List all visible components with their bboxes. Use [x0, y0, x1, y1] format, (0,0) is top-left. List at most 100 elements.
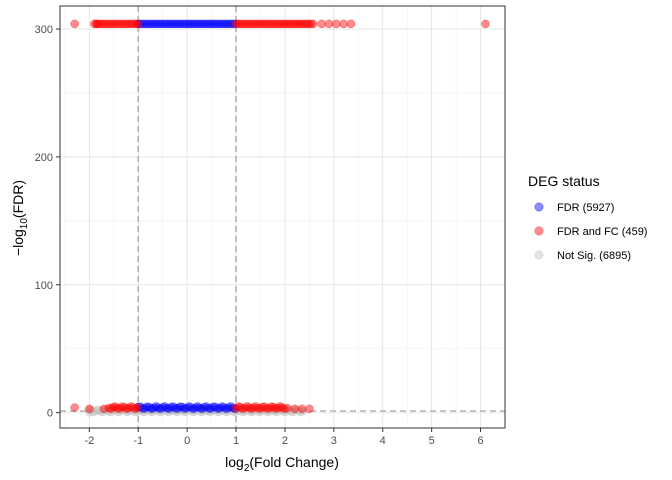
fdr-and-fc-point	[70, 403, 79, 412]
fdr-and-fc-point	[324, 19, 334, 29]
fdr-point	[140, 19, 150, 29]
x-axis-title-subscript: 2	[244, 463, 250, 474]
gridlines	[60, 6, 506, 428]
fdr-and-fc-point	[295, 19, 305, 29]
legend: DEG status FDR (5927) FDR and FC (459) Not…	[528, 173, 647, 262]
not-sig-point	[283, 405, 292, 415]
x-tick-label: -2	[84, 435, 94, 447]
fdr-point	[228, 403, 238, 413]
fdr-and-fc-point	[339, 19, 348, 29]
fdr-point	[158, 403, 167, 412]
fdr-and-fc-point	[94, 19, 103, 29]
x-tick-label: 0	[184, 435, 190, 447]
fdr-and-fc-point	[481, 19, 490, 29]
fdr-point	[215, 19, 224, 29]
fdr-point	[195, 403, 205, 413]
fdr-point	[184, 402, 194, 411]
x-axis-ticks: -2 -1 0 1 2 3 4 5 6	[84, 428, 484, 447]
fdr-and-fc-point	[284, 19, 294, 29]
fdr-and-fc-point	[89, 19, 99, 29]
plot-frame	[59, 5, 506, 429]
y-axis-title-pre: −log	[10, 229, 26, 256]
fdr-and-fc-point	[98, 19, 108, 29]
fdr-point	[167, 19, 176, 29]
fdr-point	[230, 404, 240, 414]
x-axis-title-base: log	[225, 454, 244, 470]
not-sig-point	[91, 406, 101, 416]
fdr-and-fc-point	[256, 19, 265, 29]
fdr-point	[147, 19, 156, 29]
fdr-point	[226, 402, 235, 411]
fdr-point	[138, 19, 147, 29]
legend-key	[534, 250, 544, 260]
fdr-and-fc-point	[286, 19, 296, 29]
fdr-point	[149, 19, 158, 29]
x-axis-title: log2(Fold Change)	[225, 454, 339, 474]
fdr-point	[195, 19, 205, 29]
fdr-point	[213, 19, 222, 29]
fdr-and-fc-point	[300, 19, 309, 29]
y-axis-title-subscript: 10	[19, 218, 30, 230]
x-tick-label: 6	[477, 435, 483, 447]
fdr-and-fc-point	[114, 19, 123, 29]
fdr-and-fc-point	[273, 19, 283, 29]
fdr-point	[191, 403, 200, 412]
fdr-point	[208, 19, 218, 29]
fdr-point	[175, 402, 185, 412]
fdr-and-fc-point	[306, 19, 316, 29]
fdr-point	[193, 19, 202, 29]
panel-border	[59, 5, 506, 429]
fdr-and-fc-point	[280, 404, 289, 414]
data-points	[70, 19, 490, 417]
fdr-point	[217, 19, 227, 29]
fdr-and-fc-point	[131, 19, 141, 29]
fdr-point	[138, 404, 147, 413]
fdr-and-fc-point	[122, 19, 132, 29]
fdr-point	[153, 19, 163, 29]
fdr-and-fc-point	[70, 19, 79, 29]
fdr-and-fc-point	[125, 19, 134, 29]
fdr-and-fc-point	[251, 19, 261, 29]
legend-label: FDR (5927)	[557, 202, 614, 214]
fdr-point	[144, 19, 154, 29]
y-axis-title-rest: (FDR)	[10, 180, 26, 218]
fdr-point	[175, 19, 185, 29]
fdr-and-fc-point	[317, 19, 326, 29]
fdr-point	[186, 403, 196, 412]
y-tick-label: 0	[47, 408, 53, 420]
fdr-point	[171, 404, 180, 413]
x-tick-label: 2	[282, 435, 288, 447]
fdr-point	[189, 19, 198, 29]
fdr-and-fc-point	[249, 403, 258, 412]
plot-panel	[60, 6, 505, 428]
fdr-point	[158, 19, 167, 29]
fdr-and-fc-point	[113, 404, 122, 413]
fdr-and-fc-point	[302, 19, 311, 29]
fdr-point	[204, 19, 213, 29]
fdr-point	[224, 19, 233, 29]
fdr-and-fc-point	[297, 19, 307, 29]
fdr-and-fc-point	[253, 19, 263, 29]
x-tick-label: 1	[233, 435, 239, 447]
fdr-point	[155, 404, 165, 414]
fdr-point	[136, 19, 145, 29]
fdr-and-fc-point	[238, 19, 247, 29]
fdr-point	[222, 404, 231, 414]
fdr-and-fc-point	[282, 19, 291, 29]
fdr-and-fc-point	[111, 19, 121, 29]
fdr-and-fc-point	[275, 19, 285, 29]
fdr-and-fc-point	[289, 19, 298, 29]
fdr-and-fc-point	[308, 19, 318, 29]
x-axis-title-rest: (Fold Change)	[249, 454, 339, 470]
fdr-and-fc-point	[103, 19, 112, 29]
fdr-and-fc-point	[247, 19, 256, 29]
fdr-point	[180, 19, 189, 29]
fdr-and-fc-point	[231, 19, 241, 29]
fdr-and-fc-point	[346, 19, 356, 29]
fdr-and-fc-point	[129, 19, 139, 29]
fdr-and-fc-point	[99, 404, 109, 414]
fdr-and-fc-point	[85, 404, 94, 414]
fdr-point	[206, 19, 216, 29]
fdr-and-fc-point	[264, 19, 274, 29]
fdr-and-fc-point	[244, 19, 254, 29]
